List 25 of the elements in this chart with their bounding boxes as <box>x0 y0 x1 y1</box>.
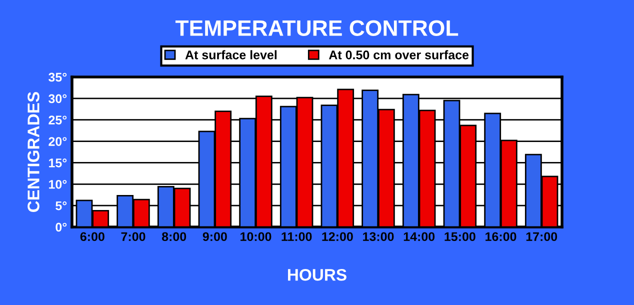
x-tick-label: 11:00 <box>282 232 312 242</box>
y-tick-label: 15° <box>49 158 67 168</box>
x-tick-label: 15:00 <box>444 232 476 242</box>
legend-label: At surface level <box>185 50 277 60</box>
y-tick-label: 30° <box>48 94 67 104</box>
y-tick-label: 5° <box>56 201 67 210</box>
x-tick-label: 9:00 <box>202 232 227 242</box>
y-tick-label: 35° <box>48 72 67 82</box>
x-tick-label: 14:00 <box>404 232 435 242</box>
x-tick-label: 17:00 <box>526 232 558 242</box>
y-tick-label: 20° <box>48 137 67 146</box>
chart-title: TEMPERATURE CONTROL <box>175 20 458 36</box>
x-axis-title: HOURS <box>288 268 346 281</box>
x-tick-label: 6:00 <box>80 232 104 242</box>
x-tick-label: 12:00 <box>322 232 353 242</box>
x-tick-label: 7:00 <box>121 232 146 242</box>
x-tick-label: 8:00 <box>162 232 186 242</box>
y-tick-label: 25° <box>48 116 67 125</box>
y-axis-title: CENTIGRADES <box>28 92 40 212</box>
legend-label: At 0.50 cm over surface <box>328 50 469 60</box>
x-tick-label: 13:00 <box>363 232 394 242</box>
y-tick-label: 0° <box>56 222 67 232</box>
x-tick-label: 10:00 <box>240 232 272 242</box>
x-tick-label: 16:00 <box>486 232 516 242</box>
y-tick-label: 10° <box>49 180 67 189</box>
